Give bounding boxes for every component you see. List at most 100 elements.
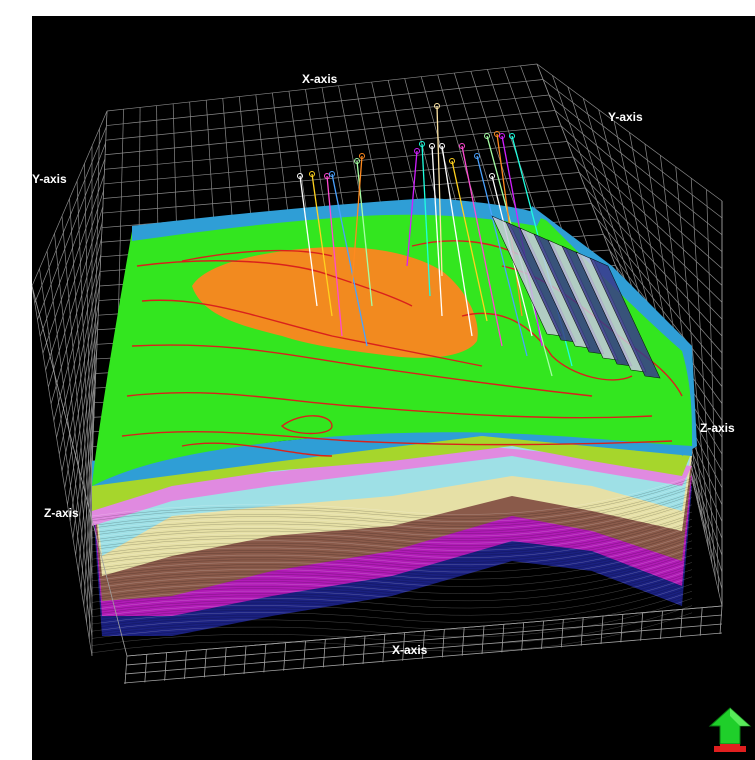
well-head xyxy=(354,158,360,164)
well-line xyxy=(441,145,473,337)
well-head xyxy=(429,143,435,149)
well-head xyxy=(329,171,335,177)
well-head xyxy=(419,141,425,147)
floor-grid-line xyxy=(541,620,544,650)
well-line xyxy=(351,155,363,287)
floor-grid-line xyxy=(125,614,723,666)
hatch-line xyxy=(91,538,693,579)
hatch-line xyxy=(91,593,693,634)
top-white-strip xyxy=(0,0,755,16)
well-head xyxy=(484,133,490,139)
3d-viewport[interactable]: X-axis Y-axis Y-axis Z-axis Z-axis X-axi… xyxy=(32,16,755,760)
hatch-line xyxy=(91,540,693,581)
hatch-line xyxy=(91,502,693,543)
left-wall-grid-line xyxy=(53,238,102,421)
hatch-line xyxy=(91,507,693,548)
right-wall-grid-line xyxy=(591,203,723,354)
hatch-line xyxy=(91,516,693,557)
hatch-line xyxy=(91,535,693,577)
floor-grid-line xyxy=(243,645,247,675)
hatch-line xyxy=(91,576,693,617)
floor-grid-line xyxy=(660,610,663,640)
right-wall-grid-line xyxy=(573,156,723,303)
floor-grid-line xyxy=(124,623,723,675)
hatch-line xyxy=(91,511,693,553)
back-wall-grid-line xyxy=(105,110,556,156)
hatch-line xyxy=(91,483,693,524)
right-wall-grid-line xyxy=(536,63,723,202)
floor-grid-line xyxy=(382,634,386,663)
well-head xyxy=(414,148,420,154)
hatch-line xyxy=(91,533,693,574)
floor-grid-line xyxy=(580,617,584,646)
hatch-line xyxy=(91,521,693,562)
hatch-line xyxy=(91,485,693,526)
left-wall-grid-line xyxy=(34,126,107,303)
contour-line xyxy=(136,260,413,307)
right-wall-grid-line xyxy=(585,187,723,337)
floor-grid-line xyxy=(283,642,287,671)
green-up-arrow-icon[interactable] xyxy=(708,706,752,756)
floor-grid-line xyxy=(560,619,564,648)
right-wall-grid-line xyxy=(560,125,723,269)
hatch-line xyxy=(91,583,693,625)
well-line xyxy=(476,155,528,357)
floor-grid-line xyxy=(362,635,366,665)
right-wall-grid-line xyxy=(603,234,723,387)
floor-grid-line xyxy=(699,607,703,636)
left-wall-grid-line xyxy=(32,110,108,287)
hatch-line xyxy=(91,528,693,569)
orange-zone xyxy=(192,246,478,358)
floor-grid-line xyxy=(144,654,148,683)
floor-grid-line xyxy=(422,630,425,660)
left-wall-grid-line xyxy=(64,301,100,488)
well-head xyxy=(499,133,505,139)
front-grid-box xyxy=(32,201,723,685)
floor-grid-line xyxy=(719,605,723,635)
well-head xyxy=(489,173,495,179)
hatch-line xyxy=(91,595,693,637)
hatch-line xyxy=(91,480,693,521)
right-wall-grid-line xyxy=(554,110,723,252)
z-axis-right-label: Z-axis xyxy=(700,421,735,435)
floor-grid-line xyxy=(501,624,505,653)
contour-line xyxy=(280,415,333,435)
hatch-line xyxy=(91,567,693,608)
left-wall-grid-line xyxy=(50,222,103,404)
left-wall-grid-line xyxy=(78,381,96,572)
back-wall-grid-line xyxy=(104,125,562,170)
well-head xyxy=(439,143,445,149)
hatch-line xyxy=(91,557,693,598)
hatch-line xyxy=(91,586,693,627)
left-wall-grid-line xyxy=(37,142,106,320)
right-wall-grid-line xyxy=(597,218,723,370)
layer-pink xyxy=(92,446,692,526)
hatch-line xyxy=(91,562,693,603)
hatch-line xyxy=(91,588,693,629)
hatch-line xyxy=(91,615,693,656)
layer-top-band xyxy=(92,421,692,486)
left-wall-grid-line xyxy=(69,333,98,522)
floor-grid-line xyxy=(164,652,168,681)
hatch-line xyxy=(91,495,693,536)
geological-model-scene[interactable] xyxy=(32,16,755,760)
well-head xyxy=(474,153,480,159)
hatch-line xyxy=(91,487,693,529)
hatch-line xyxy=(91,497,693,538)
well-line xyxy=(436,105,443,277)
hatch-line xyxy=(91,547,693,589)
hatch-line xyxy=(91,490,693,531)
hatch-line xyxy=(91,526,693,567)
hatch-line xyxy=(91,499,693,541)
left-wall-grid-line xyxy=(61,285,100,472)
hatch-line xyxy=(91,571,693,613)
well-head xyxy=(509,133,515,139)
geological-block[interactable] xyxy=(91,103,697,658)
hatch-line xyxy=(91,478,693,519)
well-head xyxy=(459,143,465,149)
floor-grid-line xyxy=(521,622,525,651)
left-wall-grid-line xyxy=(39,158,106,337)
floor-grid-line xyxy=(402,632,406,661)
well-line xyxy=(299,175,318,307)
well-line xyxy=(461,145,503,347)
